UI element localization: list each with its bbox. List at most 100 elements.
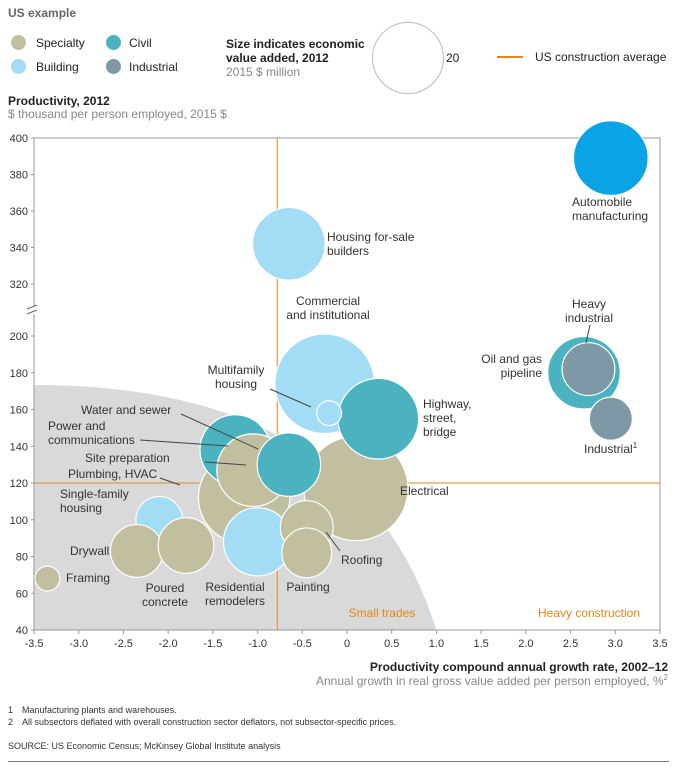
label-residential-remodelers: Residential remodelers	[205, 580, 265, 608]
legend-label-civil: Civil	[129, 36, 152, 50]
legend-label-building: Building	[36, 60, 79, 74]
y-axis-title: Productivity, 2012	[8, 94, 110, 108]
legend-label-industrial: Industrial	[129, 60, 178, 74]
label-housing-for-sale-builders: Housing for-sale builders	[327, 230, 415, 258]
footnote-2-num: 2	[8, 717, 14, 727]
bubble-highway-street-bridge	[337, 377, 420, 460]
y-tick-label: 400	[10, 133, 28, 145]
size-legend-unit: 2015 $ million	[226, 65, 301, 79]
label-heavy-industrial: Heavy industrial	[565, 297, 613, 325]
label-poured-concrete: Poured concrete	[142, 581, 188, 609]
label-highway-street-bridge: Highway, street, bridge	[423, 397, 471, 439]
bubble-water-and-sewer	[256, 432, 322, 497]
size-legend-title: Size indicates economic value added, 201…	[226, 37, 365, 65]
leader-multifamily	[269, 388, 312, 408]
leader-plumbing-hvac	[159, 477, 181, 486]
axis-break-mask	[26, 306, 38, 314]
bottom-rule	[8, 761, 669, 762]
size-legend-value: 20	[446, 51, 460, 65]
label-site-preparation: Site preparation	[85, 451, 170, 465]
x-tick-label: -2.5	[114, 638, 133, 650]
bubble-heavy-industrial	[561, 342, 616, 397]
x-tick-label: 1.5	[473, 638, 488, 650]
y-tick-label: 40	[16, 625, 28, 637]
leader-power-and-communications	[139, 439, 229, 447]
legend-swatch-civil	[106, 35, 121, 50]
x-tick-label: 3.0	[608, 638, 623, 650]
y-tick-label: 160	[10, 405, 28, 417]
x-tick-label: -2.0	[159, 638, 178, 650]
y-tick-label: 120	[10, 478, 28, 490]
y-tick-label: 140	[10, 441, 28, 453]
label-painting: Painting	[286, 580, 329, 594]
label-commercial-and-institutional: Commercial and institutional	[286, 294, 369, 322]
footnote-2: 2 All subsectors deflated with overall co…	[8, 717, 396, 727]
label-roofing: Roofing	[341, 553, 382, 567]
zone-label-small-trades: Small trades	[349, 606, 416, 620]
footnote-1-num: 1	[8, 705, 14, 715]
bubble-automobile-manufacturing	[572, 120, 649, 197]
x-axis-subtitle: Annual growth in real gross value added …	[316, 673, 668, 688]
bubble-poured-concrete	[157, 517, 215, 574]
legend-label-specialty: Specialty	[36, 36, 85, 50]
y-tick-label: 380	[10, 170, 28, 182]
y-tick-label: 100	[10, 515, 28, 527]
leader-heavy-industrial	[585, 324, 591, 344]
y-tick-label: 60	[16, 588, 28, 600]
label-multifamily-housing: Multifamily housing	[208, 363, 265, 391]
x-axis-subtitle-footnote: 2	[663, 673, 668, 682]
x-tick-label: 3.5	[652, 638, 667, 650]
bubble-framing	[34, 565, 61, 592]
label-electrical: Electrical	[400, 484, 449, 498]
bubble-multifamily-housing	[316, 400, 343, 427]
x-tick-label: 2.5	[563, 638, 578, 650]
legend-swatch-industrial	[106, 59, 121, 74]
x-tick-label: 1.0	[429, 638, 444, 650]
label-plumbing-hvac: Plumbing, HVAC	[68, 467, 157, 481]
legend-swatch-specialty	[11, 35, 26, 50]
y-tick-label: 200	[10, 331, 28, 343]
page-title: US example	[8, 6, 77, 20]
source-note: SOURCE: US Economic Census; McKinsey Glo…	[8, 741, 281, 751]
leader-water-and-sewer	[180, 413, 259, 450]
zone-label-heavy-construction: Heavy construction	[538, 606, 640, 620]
x-tick-label: -1.0	[248, 638, 267, 650]
label-framing: Framing	[66, 571, 110, 585]
y-tick-label: 180	[10, 368, 28, 380]
axis-break-mark	[26, 309, 38, 315]
footnote-1: 1 Manufacturing plants and warehouses.	[8, 705, 177, 715]
average-legend-line	[497, 56, 523, 58]
leader-site-preparation	[204, 461, 247, 466]
bubble-painting	[281, 527, 333, 579]
y-tick-label: 340	[10, 243, 28, 255]
footnote-1-text: Manufacturing plants and warehouses.	[22, 705, 177, 715]
x-tick-label: 2.0	[518, 638, 533, 650]
x-axis-title: Productivity compound annual growth rate…	[369, 660, 668, 674]
size-legend-circle	[372, 22, 444, 94]
label-oil-and-gas-pipeline: Oil and gas pipeline	[481, 352, 542, 380]
average-legend-label: US construction average	[535, 50, 667, 64]
axis-break-mark	[26, 304, 38, 310]
y-tick-label: 320	[10, 279, 28, 291]
bubble-housing-for-sale-builders	[251, 206, 326, 281]
x-tick-label: 0.5	[384, 638, 399, 650]
label-water-and-sewer: Water and sewer	[81, 403, 171, 417]
label-automobile-manufacturing: Automobile manufacturing	[572, 195, 648, 223]
y-axis-subtitle: $ thousand per person employed, 2015 $	[8, 107, 227, 121]
x-tick-label: -3.5	[25, 638, 44, 650]
bubble-industrial	[588, 396, 633, 441]
x-axis-subtitle-text: Annual growth in real gross value added …	[316, 674, 664, 688]
x-tick-label: -1.5	[203, 638, 222, 650]
y-tick-label: 80	[16, 552, 28, 564]
leader-roofing	[325, 531, 341, 552]
legend-swatch-building	[11, 59, 26, 74]
bubble-drywall	[109, 523, 164, 578]
footnote-2-text: All subsectors deflated with overall con…	[22, 717, 397, 727]
x-tick-label: -0.5	[293, 638, 312, 650]
label-single-family-housing: Single-family housing	[60, 487, 129, 515]
y-tick-label: 360	[10, 206, 28, 218]
label-industrial: Industrial1	[584, 441, 638, 456]
x-tick-label: 0	[344, 638, 350, 650]
label-power-and-communications: Power and communications	[48, 419, 135, 447]
x-tick-label: -3.0	[69, 638, 88, 650]
